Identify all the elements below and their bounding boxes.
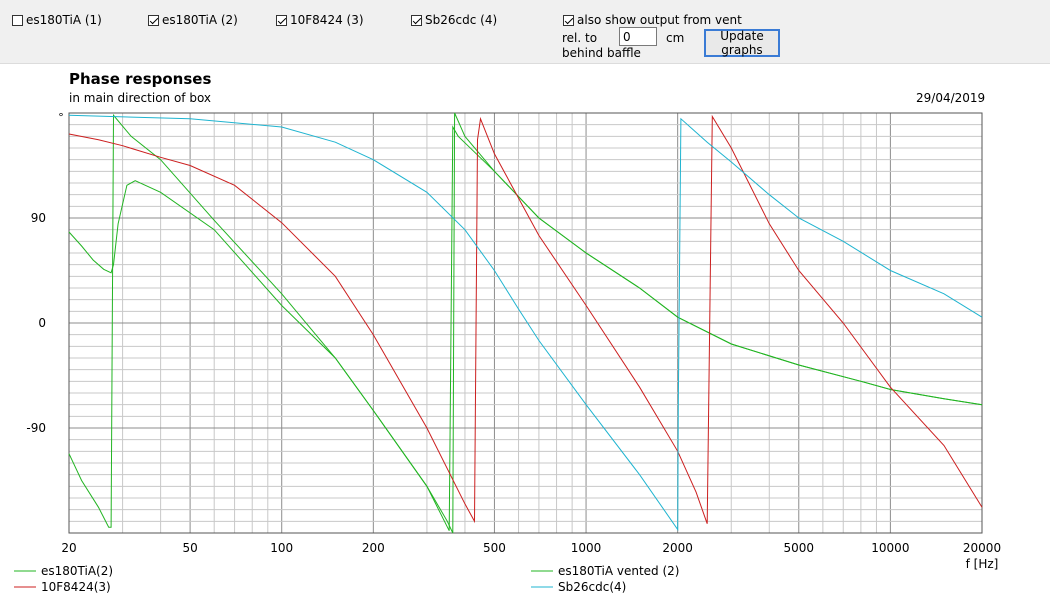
rel-to-label: rel. to — [562, 31, 598, 45]
checkbox-label: 10F8424 (3) — [290, 13, 364, 27]
y-tick-label: 90 — [31, 211, 46, 225]
x-tick-label: 1000 — [571, 541, 602, 555]
x-tick-label: 10000 — [871, 541, 909, 555]
x-tick-label: 200 — [362, 541, 385, 555]
offset-input[interactable] — [619, 27, 657, 46]
checkbox-label: Sb26cdc (4) — [425, 13, 498, 27]
chart-subtitle: in main direction of box — [69, 91, 212, 105]
plot-frame — [68, 112, 983, 534]
x-tick-label: 5000 — [783, 541, 814, 555]
toolbar: es180TiA (1) es180TiA (2) 10F8424 (3) Sb… — [0, 0, 1050, 64]
checkbox-box[interactable] — [148, 14, 159, 26]
y-axis-unit: ° — [58, 111, 64, 124]
x-tick-label: 100 — [270, 541, 293, 555]
checkbox-label: also show output from vent — [577, 13, 742, 27]
legend-label: 10F8424(3) — [41, 580, 111, 594]
chart-title: Phase responses — [69, 70, 212, 88]
x-axis-label: f [Hz] — [966, 557, 999, 571]
x-tick-label: 2000 — [662, 541, 693, 555]
y-tick-label: -90 — [26, 421, 46, 435]
chart-date: 29/04/2019 — [916, 91, 986, 105]
update-graphs-button[interactable]: Update graphs — [704, 29, 780, 57]
checkbox-box[interactable] — [276, 14, 287, 26]
phase-chart: 90 0 -90 ° 20 50 100 200 500 1000 2000 5000 10000 200… — [14, 111, 1001, 594]
checkbox-label: es180TiA (2) — [162, 13, 238, 27]
checkbox-box[interactable] — [563, 14, 574, 26]
checkbox-label: es180TiA (1) — [26, 13, 102, 27]
series-line-2 — [68, 125, 983, 531]
legend-label: es180TiA vented (2) — [558, 564, 679, 578]
x-tick-label: 20 — [61, 541, 76, 555]
y-tick-label: 0 — [38, 316, 46, 330]
legend-label: Sb26cdc(4) — [558, 580, 626, 594]
unit-label: cm — [666, 31, 685, 45]
checkbox-10f8424-3[interactable]: 10F8424 (3) — [276, 13, 364, 27]
checkbox-es180tia-2[interactable]: es180TiA (2) — [148, 13, 238, 27]
checkbox-es180tia-1[interactable]: es180TiA (1) — [12, 13, 102, 27]
behind-baffle-label: behind baffle — [562, 46, 641, 60]
series-line-3 — [68, 114, 983, 524]
checkbox-box[interactable] — [12, 14, 23, 26]
legend-label: es180TiA(2) — [41, 564, 113, 578]
series-line-4 — [68, 114, 983, 532]
x-tick-label: 500 — [483, 541, 506, 555]
checkbox-sb26cdc-4[interactable]: Sb26cdc (4) — [411, 13, 497, 27]
x-tick-label: 20000 — [963, 541, 1001, 555]
x-tick-label: 50 — [182, 541, 197, 555]
checkbox-show-vent-output[interactable]: also show output from vent — [563, 13, 742, 27]
checkbox-box[interactable] — [411, 14, 422, 26]
